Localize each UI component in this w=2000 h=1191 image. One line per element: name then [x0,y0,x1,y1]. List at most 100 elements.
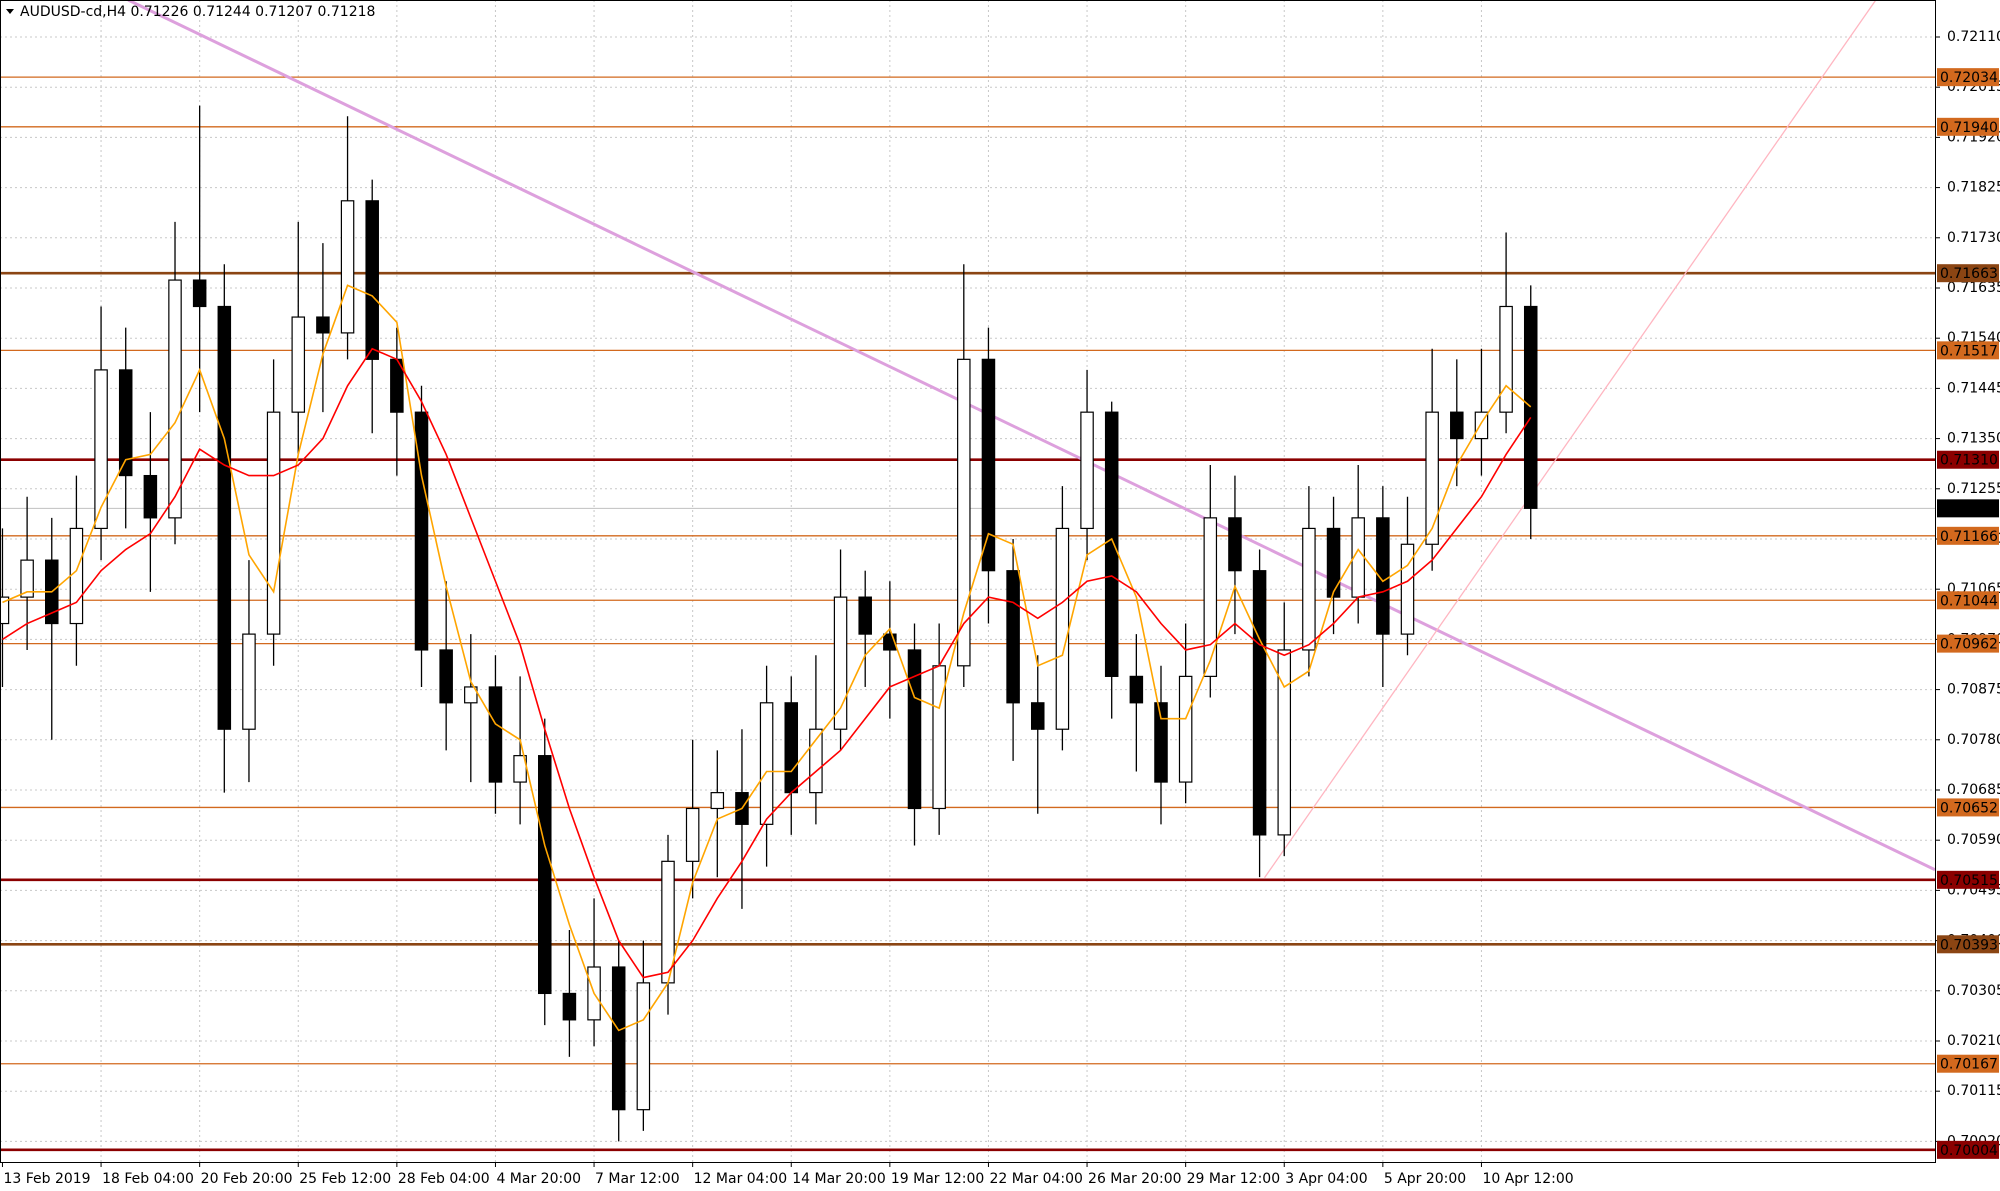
y-tick-label: 0.70210 [1947,1033,2000,1049]
x-tick-label: 26 Mar 20:00 [1088,1171,1181,1187]
axis: 0.721100.720150.719200.718250.717300.716… [1,29,2000,1187]
x-tick-label: 28 Feb 04:00 [398,1171,490,1187]
price-label: 0.71663 [1940,266,1998,282]
candle-body [1055,527,1070,730]
candle-body [1425,411,1439,545]
candle-body [192,279,207,308]
price-label-box [1937,68,1999,87]
candle-body [464,686,478,704]
candle-body [1302,527,1316,651]
candle-body [1277,649,1292,836]
y-tick-label: 0.70590 [1947,832,2000,848]
candle-body [957,358,971,667]
x-tick-label: 10 Apr 12:00 [1482,1171,1573,1187]
x-tick-label: 3 Apr 04:00 [1285,1171,1367,1187]
price-label-box [1937,870,1999,889]
y-tick-label: 0.71445 [1947,380,2000,396]
price-label: 0.70004 [1940,1143,1998,1159]
candle-body [316,316,330,334]
plot [0,0,1936,1142]
x-tick-label: 7 Mar 12:00 [595,1171,680,1187]
candle-body [414,411,429,651]
candle-body [1080,411,1094,530]
candle-body [537,755,552,995]
chart-title: AUDUSD-cd,H4 0.71226 0.71244 0.71207 0.7… [20,4,375,20]
candle-body [833,596,848,730]
candle-body [1178,675,1193,783]
candle-body [217,305,232,730]
price-label-box [1937,1140,1999,1159]
candle-body [488,686,503,783]
candle-body [242,633,256,730]
y-tick-label: 0.70780 [1947,732,2000,748]
candle-body [365,200,379,360]
x-tick-label: 22 Mar 04:00 [989,1171,1082,1187]
candle-body [168,279,182,519]
price-label-box [1937,341,1999,360]
candle-body [1228,517,1242,572]
price-label: 0.71218 [1940,501,1998,517]
candle-body [0,596,10,625]
moving-average [2,347,1532,979]
x-tick-label: 18 Feb 04:00 [102,1171,194,1187]
candle-body [1006,570,1020,704]
price-label-box [1937,634,1999,653]
y-tick-label: 0.71350 [1947,431,2000,447]
y-tick-label: 0.71255 [1947,481,2000,497]
candle-body [20,559,34,598]
candle-body [932,665,946,810]
menu-arrow[interactable] [6,9,14,14]
candle-body [710,792,725,810]
y-tick-label: 0.71825 [1947,180,2000,196]
plot-border [0,0,1936,1163]
trendline [1263,0,1877,879]
candle-body [759,702,774,825]
candle-body [1129,675,1144,704]
candle-body [809,728,823,794]
price-label: 0.70962 [1940,637,1998,653]
candle-body [1450,411,1464,440]
price-label: 0.71310 [1940,453,1998,469]
price-label: 0.71044 [1940,593,1998,609]
x-tick-label: 13 Feb 2019 [3,1171,90,1187]
y-tick-label: 0.70685 [1947,782,2000,798]
moving-average [2,284,1532,1032]
x-tick-label: 20 Feb 20:00 [201,1171,293,1187]
price-label-box [1937,117,1999,136]
y-tick-label: 0.70115 [1947,1083,2000,1099]
y-tick-label: 0.70875 [1947,682,2000,698]
price-label-box [1937,935,1999,954]
candle-body [1030,702,1045,730]
candle-body [94,369,108,530]
candle-body [685,807,700,862]
candle-body [981,358,996,572]
price-label-box [1937,798,1999,817]
x-tick-label: 4 Mar 20:00 [496,1171,581,1187]
candle-body [611,966,626,1111]
price-label-box [1937,591,1999,610]
candle-body [784,702,799,794]
price-label: 0.70167 [1940,1057,1998,1073]
price-label: 0.70652 [1940,800,1998,816]
y-tick-label: 0.71635 [1947,280,2000,296]
price-label-box [1937,526,1999,545]
y-tick-label: 0.70305 [1947,983,2000,999]
x-tick-label: 5 Apr 20:00 [1384,1171,1466,1187]
candle-body [340,200,355,334]
price-label-box [1937,264,1999,283]
candle-body [143,474,158,519]
candle-body [1104,411,1119,677]
x-tick-label: 29 Mar 12:00 [1187,1171,1280,1187]
candle-body [266,411,281,635]
price-label: 0.71166 [1940,529,1998,545]
candle-body [1376,517,1390,635]
price-label: 0.71940 [1940,120,1998,136]
price-label: 0.70393 [1940,937,1998,953]
price-label: 0.72034 [1940,70,1998,86]
y-tick-label: 0.71730 [1947,230,2000,246]
x-tick-label: 25 Feb 12:00 [299,1171,391,1187]
candle-body [1326,527,1341,598]
